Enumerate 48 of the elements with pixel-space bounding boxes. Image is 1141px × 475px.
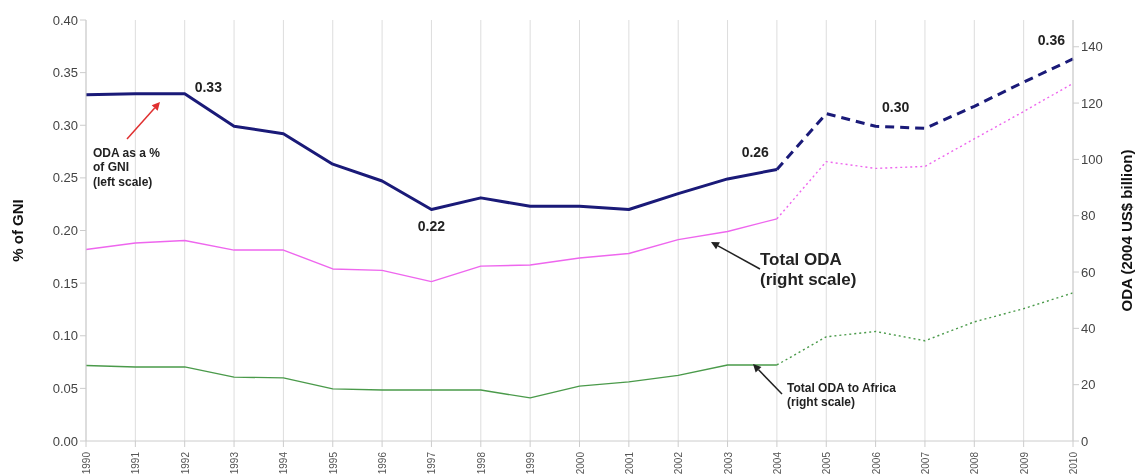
- data-label: 0.22: [417, 218, 446, 235]
- y-tick-label: 0.25: [52, 170, 78, 186]
- x-tick-label: 2006: [870, 451, 882, 475]
- x-tick-label: 1998: [475, 451, 487, 475]
- x-tick-label: 2003: [722, 451, 734, 475]
- x-tick-label: 2005: [821, 451, 833, 475]
- data-label: 0.26: [741, 144, 770, 161]
- x-tick-label: 2007: [919, 451, 931, 475]
- y2-axis-title: ODA (2004 US$ billion): [1118, 149, 1136, 312]
- y-tick-label: 0.30: [52, 117, 78, 133]
- x-tick-label: 1994: [278, 451, 290, 475]
- x-tick-label: 1999: [525, 451, 537, 475]
- annotation: Total ODA (right scale): [760, 250, 857, 291]
- y2-tick-label: 80: [1081, 208, 1096, 224]
- y-tick-label: 0.15: [52, 275, 78, 291]
- y-tick-label: 0.10: [52, 328, 78, 344]
- y-axis-title: % of GNI: [9, 199, 27, 262]
- y-tick-label: 0.40: [52, 12, 78, 28]
- x-tick-label: 2000: [574, 451, 586, 475]
- y2-tick-label: 120: [1081, 95, 1103, 111]
- data-label: 0.30: [881, 99, 910, 116]
- y2-tick-label: 40: [1081, 320, 1096, 336]
- x-tick-label: 1996: [377, 451, 389, 475]
- x-tick-label: 1993: [229, 451, 241, 475]
- y2-tick-label: 60: [1081, 264, 1096, 280]
- y-tick-label: 0.05: [52, 380, 78, 396]
- x-tick-label: 2010: [1068, 451, 1079, 475]
- x-tick-label: 2001: [623, 451, 635, 475]
- annotation: Total ODA to Africa (right scale): [787, 381, 896, 410]
- x-tick-label: 2002: [673, 451, 685, 475]
- y2-tick-label: 20: [1081, 377, 1096, 393]
- data-label: 0.33: [194, 78, 223, 95]
- y2-tick-label: 100: [1081, 152, 1103, 168]
- x-tick-label: 1997: [426, 451, 438, 475]
- x-tick-label: 2004: [771, 451, 783, 475]
- y2-tick-label: 0: [1081, 433, 1089, 449]
- data-label: 0.36: [1037, 31, 1066, 48]
- x-tick-label: 2008: [969, 451, 981, 475]
- x-tick-label: 1991: [130, 451, 142, 475]
- x-tick-label: 2009: [1018, 451, 1030, 475]
- x-tick-label: 1992: [179, 451, 191, 475]
- y-tick-label: 0.35: [52, 65, 78, 81]
- y2-tick-label: 140: [1081, 39, 1103, 55]
- x-tick-label: 1995: [327, 451, 339, 475]
- annotation: ODA as a % of GNI (left scale): [93, 146, 160, 190]
- y-tick-label: 0.20: [52, 223, 78, 239]
- y-tick-label: 0.00: [52, 433, 78, 449]
- x-tick-label: 1990: [81, 451, 92, 475]
